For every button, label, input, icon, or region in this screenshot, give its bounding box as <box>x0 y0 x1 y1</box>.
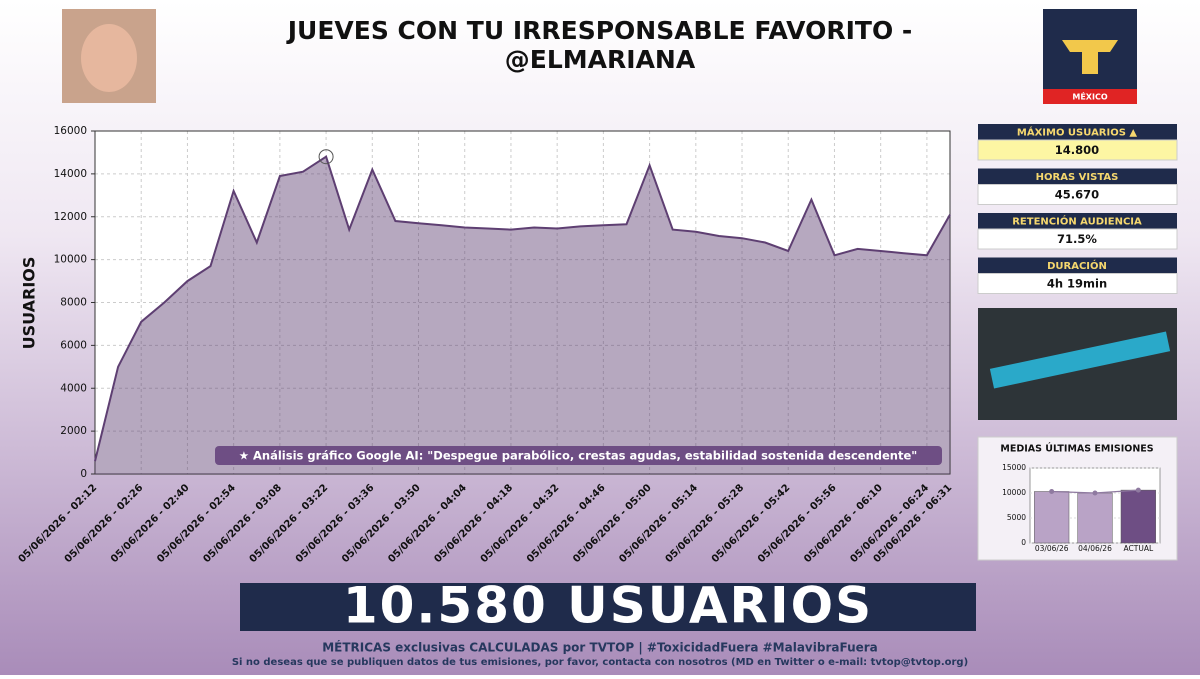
banner: 10.580 USUARIOS <box>343 577 873 635</box>
y-tick-label: 10000 <box>1002 488 1026 497</box>
trend-dot <box>1049 489 1055 494</box>
stat-label-bg <box>978 213 1177 229</box>
title: @ELMARIANA <box>505 45 696 74</box>
y-tick-label: 4000 <box>60 382 87 394</box>
logo-band <box>1043 89 1137 104</box>
plot-frame <box>94 130 951 475</box>
y-tick-label: 5000 <box>1007 513 1026 522</box>
stat-value: 71.5% <box>1057 232 1097 246</box>
screenshot-detail <box>989 331 1171 389</box>
footer-line: MÉTRICAS exclusivas CALCULADAS por TVTOP… <box>322 640 878 655</box>
annotation-bg <box>215 446 942 465</box>
stat-value: 14.800 <box>1055 143 1099 157</box>
stat-label: MÁXIMO USUARIOS ▲ <box>1017 126 1138 139</box>
stat-value: 45.670 <box>1055 188 1099 202</box>
x-tick-label: ACTUAL <box>1124 544 1154 553</box>
bar <box>1120 489 1156 544</box>
x-tick-label: 03/06/26 <box>1035 544 1069 553</box>
bar <box>1077 492 1113 544</box>
max-marker <box>318 149 334 165</box>
stat-value-bg <box>977 139 1178 161</box>
trend-dot <box>1135 487 1141 493</box>
banner-bg <box>240 583 976 631</box>
bar <box>1034 491 1070 544</box>
stat-value-bg <box>977 228 1178 250</box>
stat-value-bg <box>977 184 1178 205</box>
y-tick-label: 6000 <box>60 339 87 351</box>
y-tick-label: 16000 <box>54 125 87 137</box>
stat-label-bg <box>978 124 1177 140</box>
logo-shape <box>1062 40 1118 74</box>
y-tick-label: 15000 <box>1002 463 1026 472</box>
y-tick-label: 2000 <box>60 425 87 437</box>
stat-value-bg <box>977 273 1178 294</box>
y-tick-label: 0 <box>80 468 87 480</box>
stat-label-bg <box>978 168 1177 185</box>
stat-label: DURACIÓN <box>1047 259 1107 272</box>
stat-label: RETENCIÓN AUDIENCIA <box>1012 215 1142 228</box>
footer-line: Si no deseas que se publiquen datos de t… <box>232 657 968 668</box>
mini-chart-title: MEDIAS ÚLTIMAS EMISIONES <box>1000 443 1153 455</box>
y-axis-label: USUARIOS <box>20 257 39 350</box>
stat-label-bg <box>978 257 1177 274</box>
y-tick-label: 8000 <box>60 297 87 309</box>
stat-value: 4h 19min <box>1047 277 1107 291</box>
trend-dot <box>1092 490 1098 496</box>
stat-label: HORAS VISTAS <box>1036 172 1119 183</box>
y-tick-label: 10000 <box>54 254 87 266</box>
area <box>95 156 950 474</box>
title: JUEVES CON TU IRRESPONSABLE FAVORITO - <box>286 16 913 45</box>
logo-text: MÉXICO <box>1072 91 1107 102</box>
y-tick-label: 0 <box>1021 538 1026 547</box>
photo-face <box>81 24 137 92</box>
y-tick-label: 14000 <box>54 168 87 180</box>
annotation: ★ Análisis gráfico Google AI: "Despegue … <box>239 449 918 463</box>
y-tick-label: 12000 <box>54 211 87 223</box>
x-tick-label: 04/06/26 <box>1078 544 1112 553</box>
line <box>94 155 951 462</box>
